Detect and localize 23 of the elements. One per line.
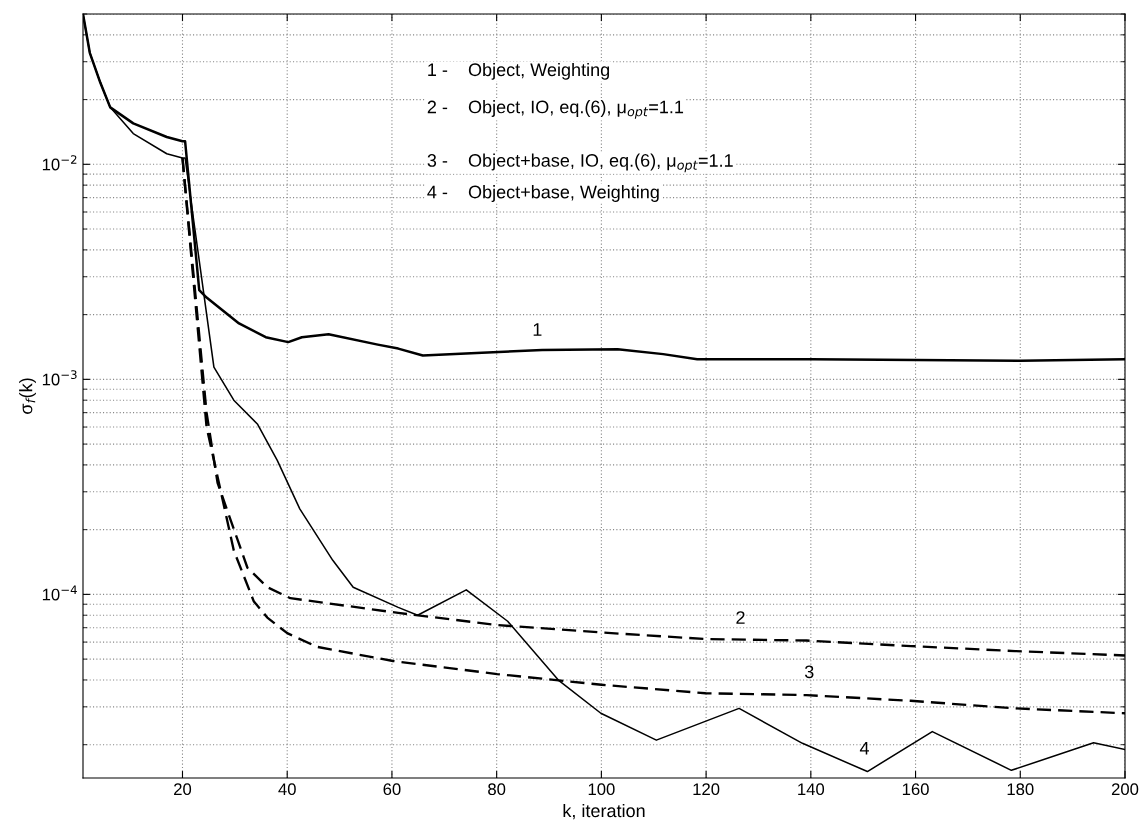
- y-axis-title: σ$_{f}$(k): [19, 378, 36, 414]
- annotation: 1 - Object, Weighting: [428, 62, 610, 80]
- annotation: 4 - Object+base, Weighting: [427, 185, 659, 202]
- x-tick-label: 120: [693, 783, 720, 796]
- x-tick-label: 100: [588, 783, 615, 796]
- annotation: 2 - Object, IO, eq.(6), μ$_{opt}$=1.1: [427, 100, 684, 119]
- y-tick-label: 10$^{−3}$: [42, 370, 77, 386]
- x-tick-label: 160: [902, 783, 929, 796]
- annotation: 4: [859, 741, 869, 755]
- x-tick-label: 200: [1111, 783, 1139, 796]
- x-axis-title: k, iteration: [563, 803, 645, 820]
- annotation: 3: [804, 665, 814, 679]
- annotation: 2: [736, 611, 745, 624]
- x-tick-label: 40: [278, 783, 296, 796]
- y-tick-label: 10$^{−2}$: [42, 155, 77, 171]
- x-tick-label: 140: [798, 783, 825, 796]
- y-tick-label: 10$^{−4}$: [42, 585, 77, 601]
- x-tick-label: 60: [383, 783, 401, 796]
- annotation: 3 - Object+base, IO, eq.(6), μ$_{opt}$=1.1: [427, 153, 733, 173]
- x-tick-label: 80: [488, 783, 506, 796]
- x-tick-label: 20: [174, 783, 192, 796]
- annotation: 1: [533, 323, 542, 336]
- x-tick-label: 180: [1007, 783, 1034, 796]
